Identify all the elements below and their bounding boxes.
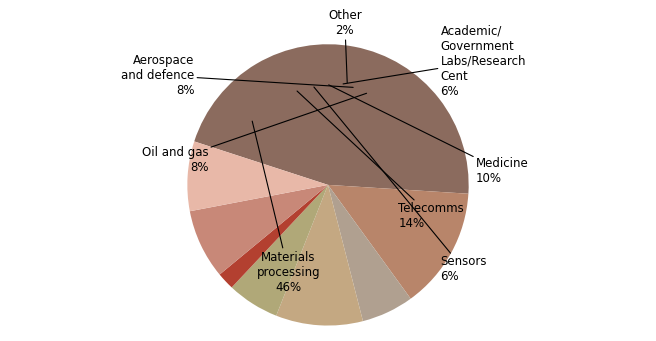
Text: Sensors
6%: Sensors 6%: [314, 87, 487, 283]
Text: Telecomms
14%: Telecomms 14%: [297, 91, 464, 230]
Text: Materials
processing
46%: Materials processing 46%: [252, 121, 320, 294]
Text: Oil and gas
8%: Oil and gas 8%: [142, 93, 367, 174]
Wedge shape: [232, 185, 328, 316]
Text: Medicine
10%: Medicine 10%: [329, 85, 529, 185]
Wedge shape: [188, 142, 328, 211]
Text: Aerospace
and defence
8%: Aerospace and defence 8%: [121, 54, 353, 97]
Wedge shape: [328, 185, 411, 321]
Wedge shape: [194, 44, 468, 194]
Wedge shape: [328, 185, 468, 299]
Wedge shape: [220, 185, 328, 287]
Text: Other
2%: Other 2%: [328, 9, 361, 83]
Wedge shape: [276, 185, 363, 326]
Wedge shape: [190, 185, 328, 275]
Text: Academic/
Government
Labs/Research
Cent
6%: Academic/ Government Labs/Research Cent …: [343, 25, 526, 98]
